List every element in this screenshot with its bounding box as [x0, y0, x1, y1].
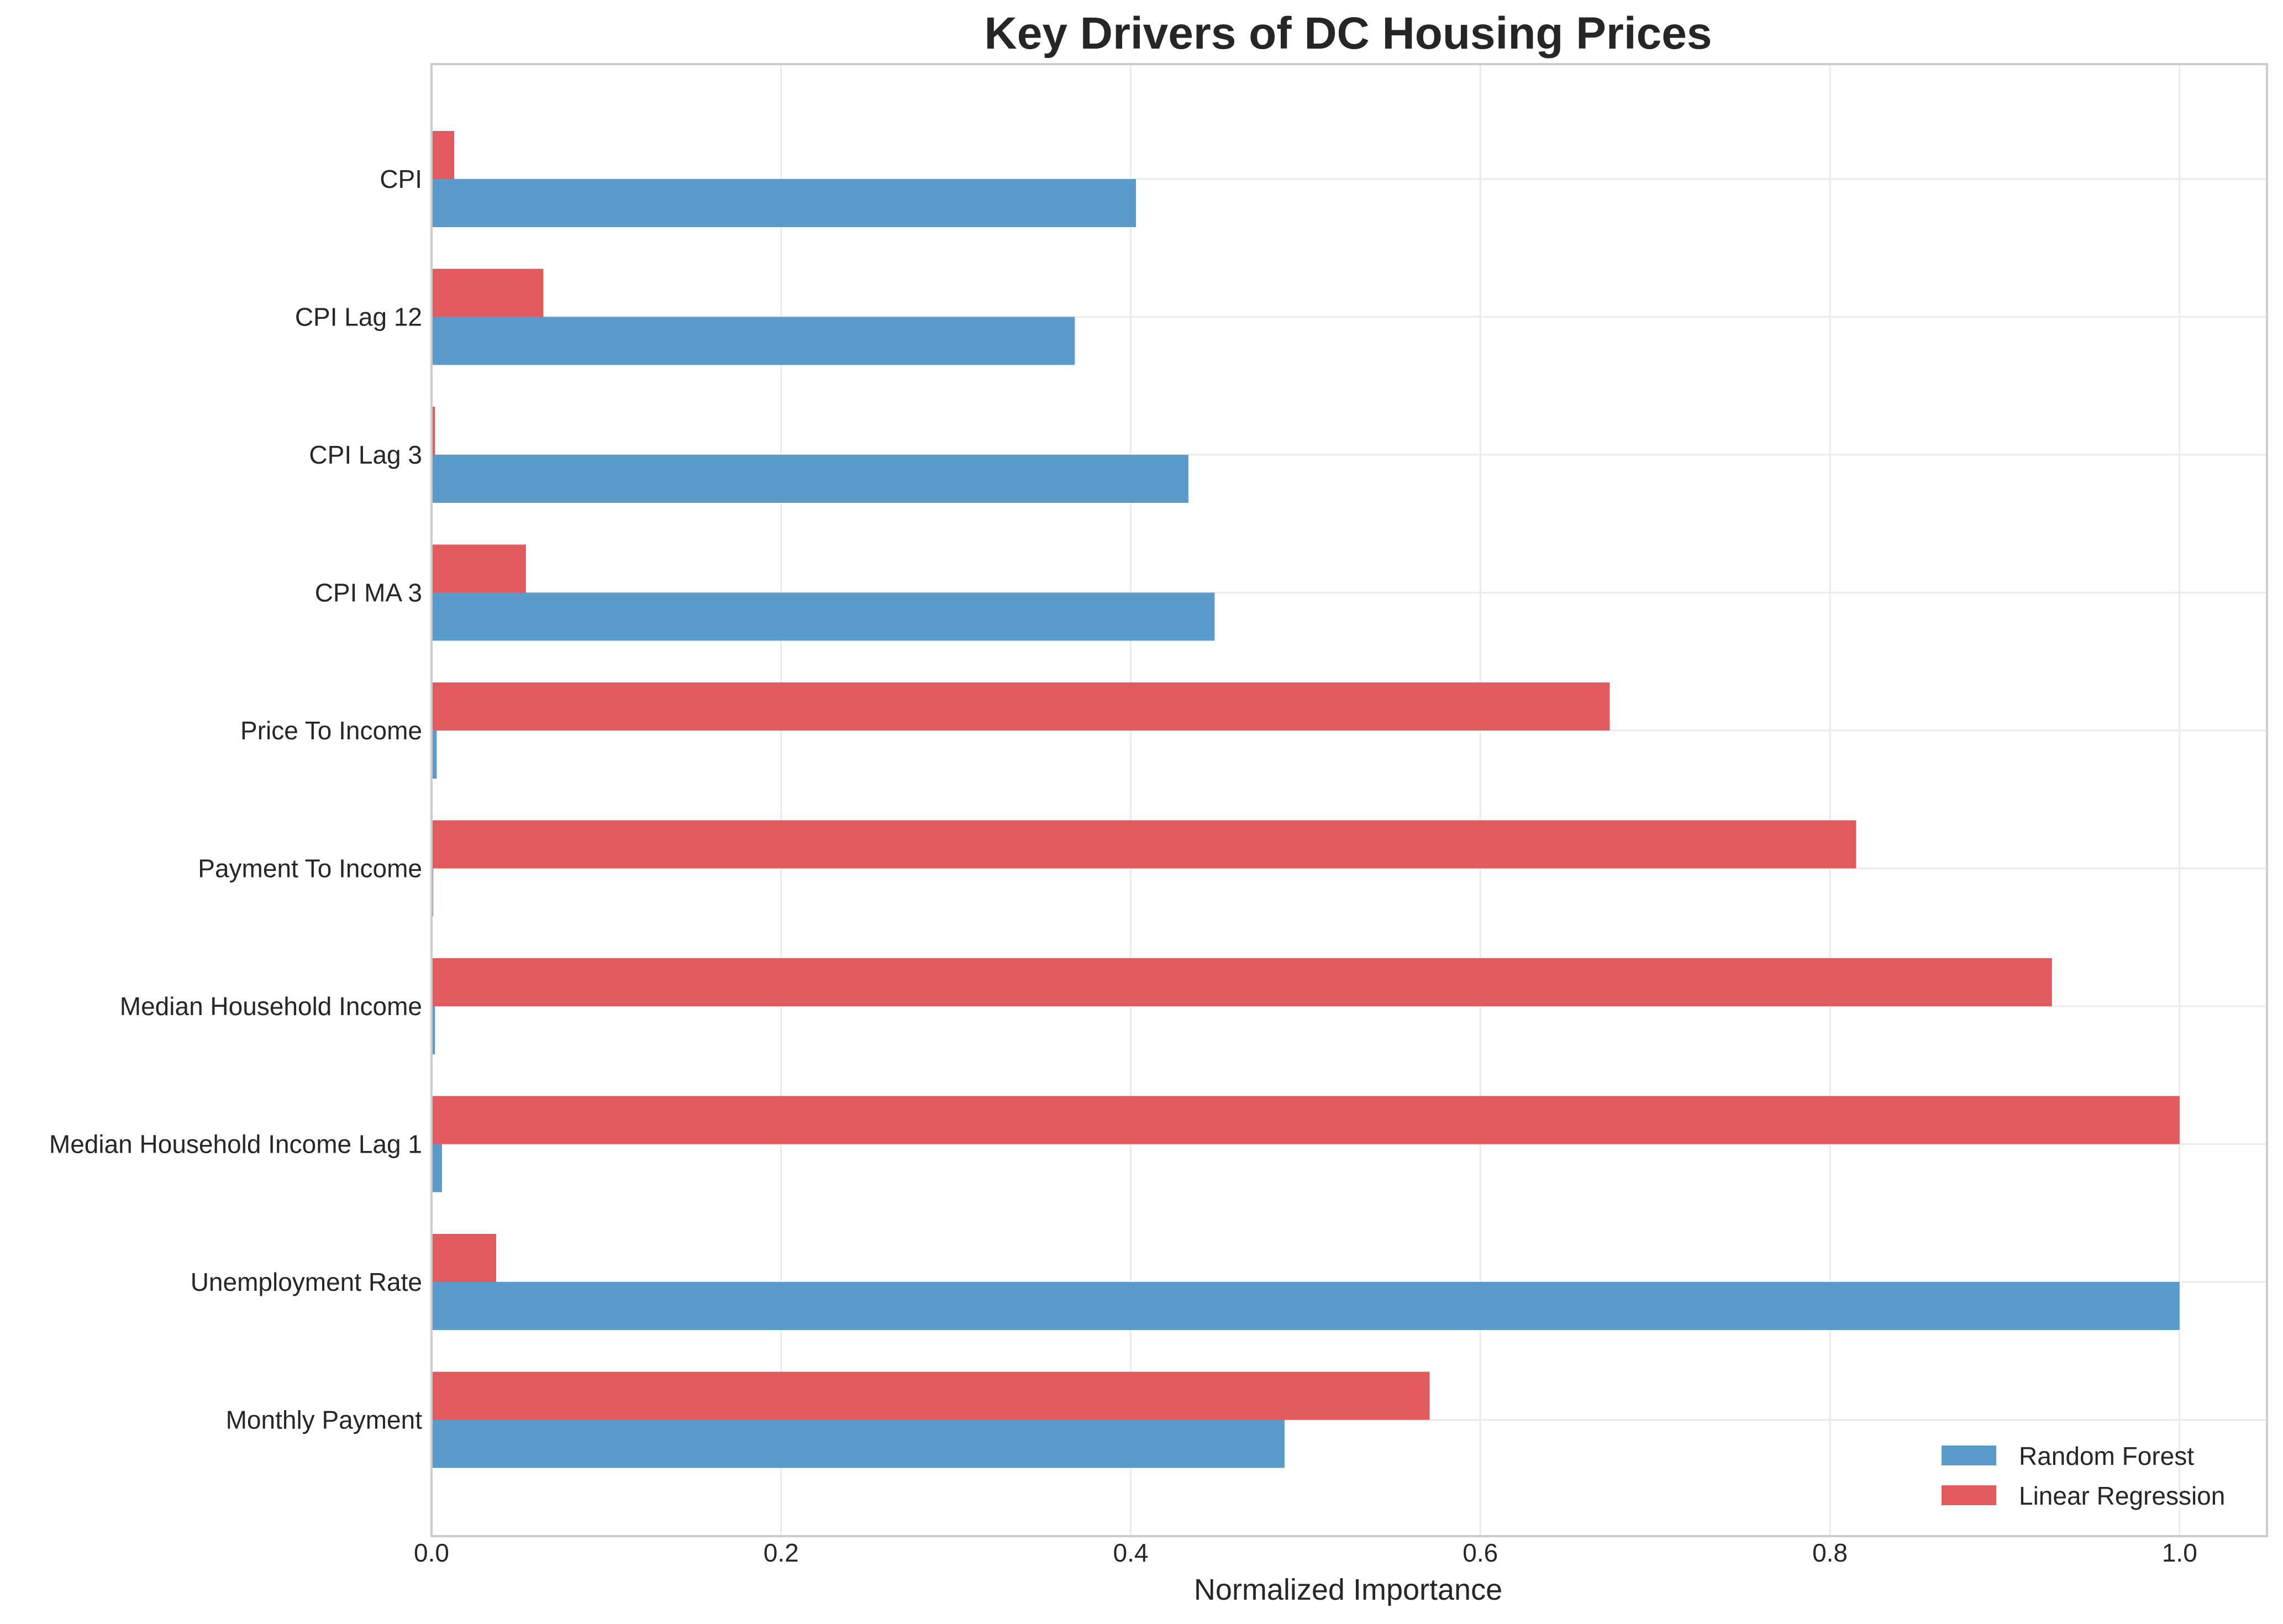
bar-linear-regression [432, 1371, 1430, 1420]
chart-title: Key Drivers of DC Housing Prices [985, 8, 1712, 59]
category-label: Monthly Payment [226, 1406, 423, 1434]
bar-random-forest [432, 455, 1188, 503]
bars [432, 131, 2180, 1468]
legend-label: Random Forest [2019, 1442, 2194, 1470]
x-tick-label: 1.0 [2162, 1538, 2197, 1567]
bar-linear-regression [432, 407, 435, 455]
category-label: Median Household Income [120, 992, 422, 1021]
legend: Random Forest Linear Regression [1942, 1442, 2225, 1510]
category-label: Price To Income [240, 716, 422, 745]
bar-linear-regression [432, 958, 2052, 1006]
x-tick-label: 0.2 [764, 1538, 799, 1567]
x-axis-label: Normalized Importance [1194, 1573, 1502, 1606]
x-tick-label: 0.4 [1113, 1538, 1149, 1567]
category-label: CPI [380, 165, 422, 193]
plot-frame [430, 63, 2268, 1537]
bar-linear-regression [432, 269, 544, 317]
category-label: Payment To Income [198, 854, 422, 883]
bar-linear-regression [432, 1096, 2180, 1144]
bar-linear-regression [432, 1234, 497, 1282]
bar-linear-regression [432, 131, 455, 179]
bar-random-forest [432, 317, 1075, 365]
bar-random-forest [432, 179, 1137, 227]
bar-random-forest [432, 730, 437, 779]
legend-swatch [1942, 1446, 1996, 1465]
x-tick-label: 0.0 [414, 1538, 449, 1567]
bar-random-forest [432, 592, 1215, 641]
category-label: CPI MA 3 [315, 579, 422, 607]
category-label: Unemployment Rate [191, 1268, 422, 1296]
bar-linear-regression [432, 820, 1856, 869]
legend-label: Linear Regression [2019, 1481, 2225, 1510]
bar-random-forest [432, 1282, 2180, 1330]
category-label: CPI Lag 3 [309, 440, 422, 469]
legend-swatch [1942, 1485, 1996, 1505]
bar-linear-regression [432, 682, 1610, 730]
bar-random-forest [432, 1006, 435, 1054]
bar-random-forest [432, 1420, 1285, 1468]
x-tick-label: 0.8 [1812, 1538, 1848, 1567]
bar-random-forest [432, 1144, 442, 1192]
category-label: Median Household Income Lag 1 [49, 1130, 422, 1159]
x-tick-label: 0.6 [1463, 1538, 1498, 1567]
axis-labels: 0.0 0.2 0.4 0.6 0.8 1.0 CPI CPI Lag 12 CPI Lag 3… [49, 165, 2197, 1567]
bar-linear-regression [432, 544, 526, 593]
category-label: CPI Lag 12 [295, 303, 422, 332]
